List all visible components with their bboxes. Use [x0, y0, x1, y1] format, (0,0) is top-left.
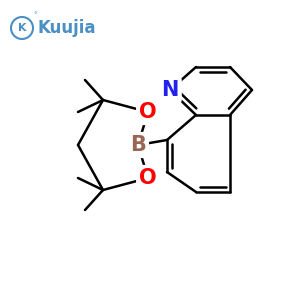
Text: O: O	[139, 102, 157, 122]
Text: N: N	[161, 80, 179, 100]
Text: O: O	[139, 168, 157, 188]
Text: B: B	[130, 135, 146, 155]
Text: °: °	[33, 12, 37, 18]
Text: K: K	[18, 23, 26, 33]
Text: Kuujia: Kuujia	[38, 19, 96, 37]
